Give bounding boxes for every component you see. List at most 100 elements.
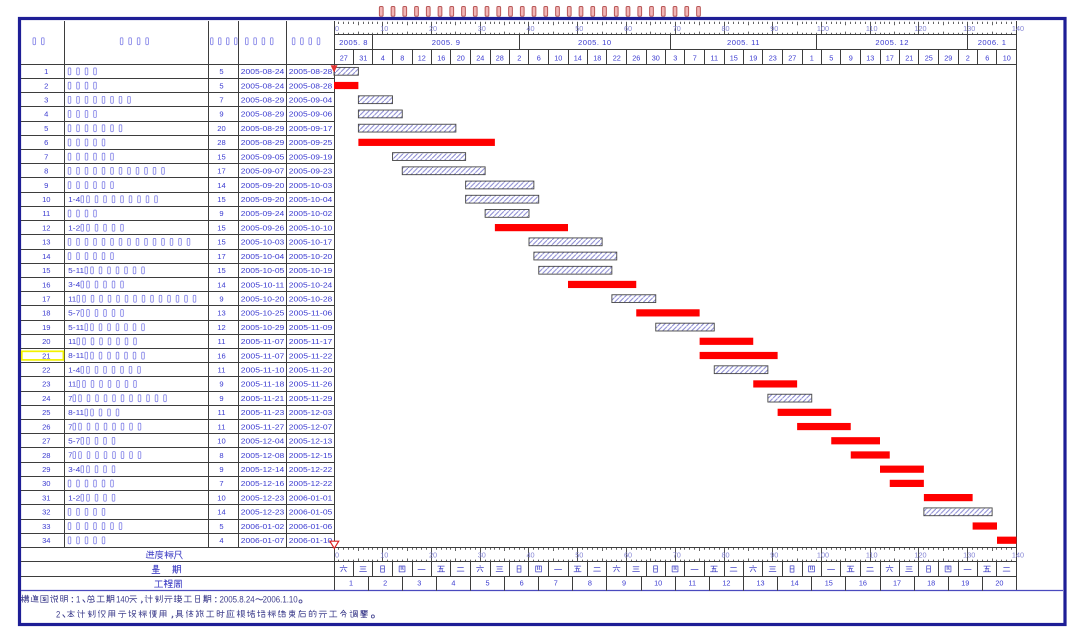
svg-text:11: 11 xyxy=(710,53,718,62)
svg-text:5: 5 xyxy=(219,67,223,76)
svg-text:15: 15 xyxy=(217,223,225,232)
svg-text:2005-08-24: 2005-08-24 xyxy=(241,67,285,76)
svg-text:2005-09-23: 2005-09-23 xyxy=(289,167,333,176)
svg-text:2006-01-02: 2006-01-02 xyxy=(241,522,285,531)
svg-text:16: 16 xyxy=(217,351,225,360)
svg-text:29: 29 xyxy=(42,465,50,474)
svg-text:6: 6 xyxy=(520,579,524,588)
svg-text:13: 13 xyxy=(756,579,764,588)
svg-text:27: 27 xyxy=(42,437,50,446)
svg-text:100: 100 xyxy=(817,24,829,33)
svg-text:13: 13 xyxy=(217,309,225,318)
svg-text:15: 15 xyxy=(825,579,833,588)
svg-text:2: 2 xyxy=(517,53,521,62)
svg-text:12: 12 xyxy=(42,223,50,232)
svg-text:2005-09-25: 2005-09-25 xyxy=(289,138,333,147)
svg-text:14: 14 xyxy=(574,53,582,62)
svg-text:60: 60 xyxy=(624,24,632,33)
svg-text:30: 30 xyxy=(652,53,660,62)
svg-text:2005. 8: 2005. 8 xyxy=(339,38,368,47)
svg-text:2006.1.10: 2006.1.10 xyxy=(263,595,298,605)
svg-text:5: 5 xyxy=(44,124,48,133)
svg-text:2005-10-03: 2005-10-03 xyxy=(289,181,333,190)
svg-text:2005-10-11: 2005-10-11 xyxy=(241,280,284,289)
svg-text:2005-08-28: 2005-08-28 xyxy=(289,67,333,76)
svg-text:2005-08-29: 2005-08-29 xyxy=(241,96,285,105)
svg-text:21: 21 xyxy=(42,351,50,360)
svg-text:120: 120 xyxy=(914,24,926,33)
svg-text:24: 24 xyxy=(42,394,50,403)
svg-text:2005-09-20: 2005-09-20 xyxy=(241,181,285,190)
svg-text:2005-12-22: 2005-12-22 xyxy=(289,479,333,488)
svg-text:14: 14 xyxy=(791,579,799,588)
svg-text:11: 11 xyxy=(218,366,226,375)
svg-text:8: 8 xyxy=(588,579,592,588)
svg-text:2005-12-07: 2005-12-07 xyxy=(289,422,333,431)
svg-text:2005-12-04: 2005-12-04 xyxy=(241,437,285,446)
svg-text:2005-11-20: 2005-11-20 xyxy=(289,366,333,375)
svg-text:19: 19 xyxy=(42,323,50,332)
svg-text:8-11: 8-11 xyxy=(68,351,84,360)
svg-text:28: 28 xyxy=(42,451,50,460)
svg-text:90: 90 xyxy=(770,550,778,559)
svg-text:6: 6 xyxy=(537,53,541,62)
svg-text:0: 0 xyxy=(335,550,339,559)
svg-text:9: 9 xyxy=(219,110,223,119)
svg-text:2005-09-05: 2005-09-05 xyxy=(241,152,285,161)
svg-text:16: 16 xyxy=(42,280,50,289)
svg-text:1-4: 1-4 xyxy=(68,365,80,374)
svg-text:22: 22 xyxy=(613,53,621,62)
svg-text:4: 4 xyxy=(451,579,455,588)
svg-text:7: 7 xyxy=(68,451,72,460)
svg-text:31: 31 xyxy=(42,493,50,502)
svg-text:17: 17 xyxy=(886,53,894,62)
svg-text:2005-11-10: 2005-11-10 xyxy=(241,366,284,375)
svg-text:2: 2 xyxy=(383,579,387,588)
svg-text:11: 11 xyxy=(218,422,226,431)
svg-text:2005-09-07: 2005-09-07 xyxy=(241,167,285,176)
svg-text:2005-11-29: 2005-11-29 xyxy=(289,394,333,403)
svg-text:5-11: 5-11 xyxy=(68,323,84,332)
svg-text:2005-10-17: 2005-10-17 xyxy=(289,238,333,247)
svg-text:15: 15 xyxy=(730,53,738,62)
svg-text:26: 26 xyxy=(632,53,640,62)
svg-text:70: 70 xyxy=(673,550,681,559)
svg-text:2005-08-29: 2005-08-29 xyxy=(241,110,285,119)
svg-text:10: 10 xyxy=(654,579,662,588)
svg-text:17: 17 xyxy=(893,579,901,588)
svg-text:6: 6 xyxy=(985,53,989,62)
svg-text:1-4: 1-4 xyxy=(68,195,80,204)
svg-text:2005-12-03: 2005-12-03 xyxy=(289,408,333,417)
svg-text:18: 18 xyxy=(593,53,601,62)
svg-text:5: 5 xyxy=(829,53,833,62)
svg-text:5-7: 5-7 xyxy=(68,309,80,318)
svg-text:2005-10-20: 2005-10-20 xyxy=(241,294,285,303)
svg-text:32: 32 xyxy=(42,508,50,517)
svg-text:1-2: 1-2 xyxy=(68,223,80,232)
svg-text:25: 25 xyxy=(42,408,50,417)
svg-text:2005-10-19: 2005-10-19 xyxy=(289,266,333,275)
svg-text:9: 9 xyxy=(219,465,223,474)
svg-text:30: 30 xyxy=(478,550,486,559)
svg-text:16: 16 xyxy=(859,579,867,588)
svg-text:2005-10-20: 2005-10-20 xyxy=(289,252,333,261)
svg-text:2005-12-22: 2005-12-22 xyxy=(289,465,333,474)
svg-text:20: 20 xyxy=(995,579,1003,588)
svg-text:5: 5 xyxy=(486,579,490,588)
svg-text:27: 27 xyxy=(788,53,796,62)
svg-text:100: 100 xyxy=(817,550,829,559)
svg-text:9: 9 xyxy=(219,394,223,403)
svg-text:11: 11 xyxy=(68,380,76,389)
svg-text:11: 11 xyxy=(42,209,50,218)
svg-text:4: 4 xyxy=(219,536,223,545)
svg-text:10: 10 xyxy=(380,24,388,33)
svg-text:22: 22 xyxy=(42,366,50,375)
svg-text:7: 7 xyxy=(554,579,558,588)
svg-text:11: 11 xyxy=(68,294,76,303)
svg-text:40: 40 xyxy=(526,24,534,33)
svg-text:130: 130 xyxy=(963,24,975,33)
svg-text:12: 12 xyxy=(217,323,225,332)
svg-text:34: 34 xyxy=(42,536,50,545)
svg-text:15: 15 xyxy=(217,266,225,275)
svg-text:2005-10-25: 2005-10-25 xyxy=(241,309,285,318)
